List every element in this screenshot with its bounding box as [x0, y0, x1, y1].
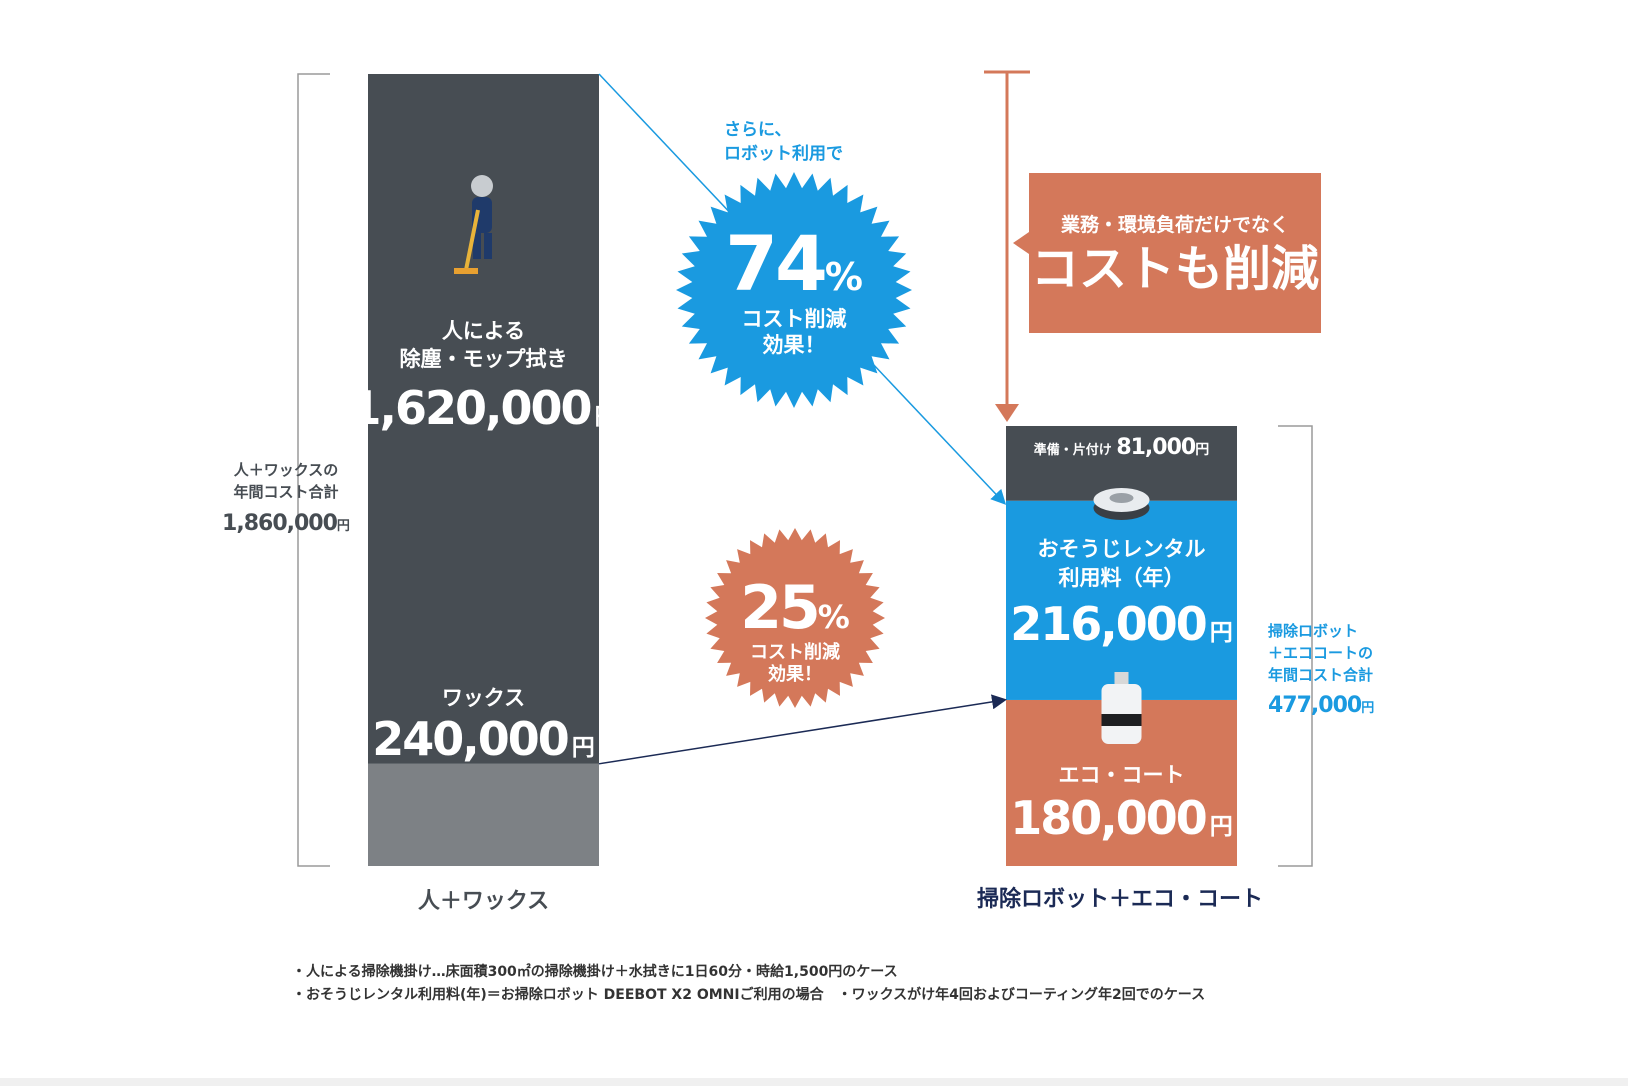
burst-74-percent: 74%: [725, 219, 863, 308]
robot-sensor: [1109, 493, 1134, 503]
burst-25-number: 25: [740, 573, 818, 643]
lead-line-1: さらに、: [724, 120, 792, 140]
callout-pointer: [1013, 232, 1029, 254]
bottle-band: [1101, 714, 1142, 726]
burst-74: [676, 172, 912, 408]
person-label-1: 人による: [442, 319, 525, 343]
prep-label-line: 準備・片付け 81,000円: [1034, 435, 1209, 460]
person-value-number: 1,620,000: [350, 381, 591, 435]
burst-74-unit: %: [825, 255, 863, 299]
rental-label-2: 利用料（年）: [1059, 566, 1185, 590]
category-left: 人＋ワックス: [418, 889, 549, 914]
left-total-label-2: 年間コスト合計: [233, 483, 338, 501]
right-total-yen: 円: [1361, 701, 1374, 716]
prep-value: 81,000: [1116, 435, 1196, 460]
left-bar-segment-0: [368, 763, 599, 866]
right-total-label-2: ＋エココートの: [1268, 644, 1373, 662]
callout-sub: 業務・環境負荷だけでなく: [1060, 213, 1289, 236]
right-total-bracket: [1278, 425, 1313, 867]
prep-yen: 円: [1195, 442, 1209, 458]
rental-value-number: 216,000: [1010, 597, 1206, 651]
person-value: 1,620,000 円: [350, 381, 618, 435]
burst-74-number: 74: [725, 219, 825, 308]
burst-25-percent: 25%: [740, 573, 850, 643]
lead-line-2: ロボット利用で: [724, 143, 843, 164]
rental-value-yen: 円: [1210, 620, 1233, 646]
rental-value: 216,000 円: [1010, 597, 1233, 651]
cleaner-person-icon: [454, 175, 493, 274]
footnote-0: ・人による掃除機掛け…床面積300㎡の掃除機掛け＋水拭きに1日60分・時給1,5…: [292, 963, 898, 980]
mop-head: [454, 268, 478, 274]
wax-label: ワックス: [442, 686, 525, 710]
right-total-value: 477,000円: [1268, 693, 1374, 718]
robot-vacuum-icon: [1093, 488, 1150, 520]
callout-box: [1029, 173, 1321, 333]
left-total-yen: 円: [337, 519, 350, 534]
burst-74-text-1: コスト削減: [742, 307, 847, 331]
right-total-label-3: 年間コスト合計: [1268, 666, 1373, 684]
eco-value-number: 180,000: [1010, 791, 1206, 845]
person-leg-right: [484, 233, 492, 259]
eco-label: エコ・コート: [1059, 763, 1185, 787]
burst-25-text-2: 効果！: [768, 663, 822, 685]
burst-74-text-2: 効果！: [763, 333, 826, 357]
person-label-2: 除塵・モップ拭き: [400, 347, 568, 371]
wax-value-number: 240,000: [372, 712, 568, 766]
eco-value: 180,000 円: [1010, 791, 1233, 845]
wax-value-yen: 円: [572, 735, 595, 761]
bottle-cap: [1114, 672, 1129, 684]
mop-handle: [464, 209, 480, 271]
person-head: [471, 175, 493, 197]
footnote-1: ・おそうじレンタル利用料(年)＝お掃除ロボット DEEBOT X2 OMNIご利…: [292, 986, 1205, 1003]
person-leg-left: [473, 233, 481, 259]
wax-value: 240,000 円: [372, 712, 595, 766]
coating-bottle-icon: [1101, 672, 1142, 744]
right-total-number: 477,000: [1268, 693, 1362, 718]
bottom-rule: [0, 1078, 1628, 1086]
person-value-yen: 円: [595, 404, 618, 430]
prep-label: 準備・片付け: [1034, 442, 1117, 458]
burst-25-unit: %: [818, 598, 850, 636]
left-total-label-1: 人＋ワックスの: [234, 461, 339, 479]
right-total-label-1: 掃除ロボット: [1268, 622, 1358, 640]
reduction-arrow-head: [995, 404, 1019, 422]
callout-main: コストも削減: [1031, 241, 1319, 297]
burst-25-text-1: コスト削減: [750, 641, 840, 663]
left-total-bracket: [297, 73, 330, 867]
left-total-number: 1,860,000: [222, 511, 338, 536]
category-right: 掃除ロボット＋エコ・コート: [977, 886, 1263, 912]
right-bar-segment-1: [1006, 500, 1237, 700]
arrow-wax-to-eco: [598, 694, 1007, 765]
eco-value-yen: 円: [1210, 814, 1233, 840]
left-total-value: 1,860,000円: [222, 511, 350, 536]
burst-25: [705, 528, 885, 708]
rental-label-1: おそうじレンタル: [1038, 537, 1206, 561]
